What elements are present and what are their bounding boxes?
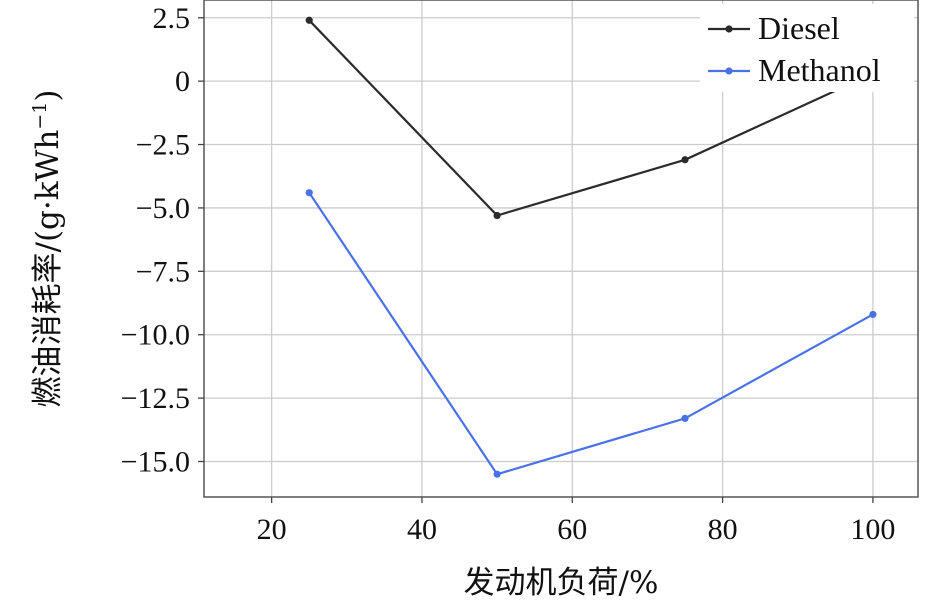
y-tick-label: 0 bbox=[175, 65, 190, 98]
plot-frame bbox=[203, 0, 919, 498]
y-axis-title-close: ) bbox=[30, 90, 66, 102]
legend-label: Diesel bbox=[758, 10, 840, 46]
x-tick-label: 20 bbox=[257, 513, 287, 546]
series-layer bbox=[305, 16, 877, 478]
data-point-diesel bbox=[681, 156, 689, 164]
y-tick-label: −5.0 bbox=[136, 192, 190, 225]
series-line-diesel bbox=[308, 19, 874, 217]
y-tick-label: −2.5 bbox=[136, 129, 190, 162]
data-point-methanol bbox=[869, 310, 877, 319]
x-axis-title: 发动机负荷/% bbox=[464, 565, 659, 601]
y-axis-title-superscript: −1 bbox=[29, 102, 51, 130]
data-point-methanol bbox=[305, 189, 313, 197]
legend-entries: Diesel Methanol bbox=[708, 10, 881, 88]
y-tick-label: −15.0 bbox=[121, 446, 190, 479]
legend-background bbox=[700, 4, 914, 92]
x-tick-label: 100 bbox=[850, 513, 895, 546]
data-point-diesel bbox=[305, 16, 313, 24]
legend-marker bbox=[725, 67, 733, 75]
y-tick-label: −7.5 bbox=[136, 255, 190, 288]
y-axis-ticks: 2.5 0 −2.5 −5.0 −7.5 −10.0 −12.5 −15.0 bbox=[121, 2, 204, 479]
y-tick-label: −12.5 bbox=[121, 382, 190, 415]
x-tick-label: 40 bbox=[407, 513, 437, 546]
legend-marker bbox=[725, 25, 733, 33]
x-tick-label: 80 bbox=[708, 513, 738, 546]
gridlines bbox=[204, 0, 918, 497]
legend-label: Methanol bbox=[758, 52, 881, 88]
y-tick-label: 2.5 bbox=[153, 2, 191, 35]
data-point-methanol bbox=[493, 470, 501, 478]
x-tick-label: 60 bbox=[557, 513, 587, 546]
y-tick-label: −10.0 bbox=[121, 319, 190, 352]
y-axis-title-main: 燃油消耗率/(g·kWh bbox=[30, 130, 66, 408]
data-point-diesel bbox=[493, 211, 501, 220]
x-axis-ticks: 20 40 60 80 100 bbox=[257, 497, 895, 546]
data-point-methanol bbox=[681, 414, 689, 422]
y-axis-title: 燃油消耗率/(g·kWh−1) bbox=[29, 90, 66, 408]
series-line-methanol bbox=[308, 192, 874, 476]
legend: Diesel Methanol bbox=[700, 4, 914, 92]
